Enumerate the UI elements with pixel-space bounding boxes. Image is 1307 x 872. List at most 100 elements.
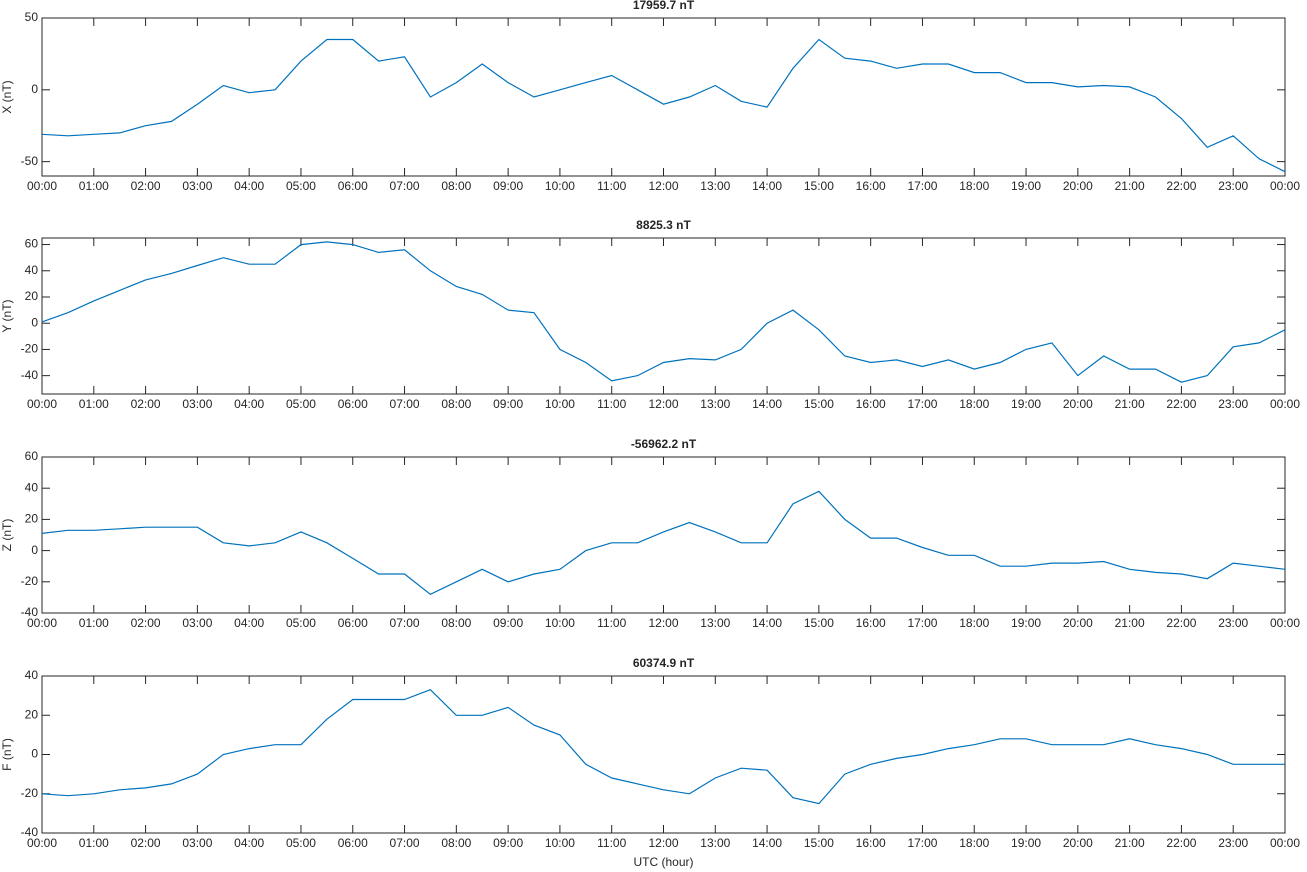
x-tick-label: 04:00 (234, 616, 264, 630)
axes-box (41, 675, 1286, 834)
x-tick-label: 08:00 (441, 616, 471, 630)
x-tick-label: 18:00 (959, 397, 989, 411)
x-tick-label: 21:00 (1115, 179, 1145, 193)
x-tick-label: 19:00 (1011, 397, 1041, 411)
x-tick-label: 19:00 (1011, 836, 1041, 850)
x-tick-label: 03:00 (182, 616, 212, 630)
x-tick-label: 23:00 (1218, 616, 1248, 630)
x-tick-label: 18:00 (959, 836, 989, 850)
x-tick-label: 20:00 (1063, 616, 1093, 630)
x-tick-label: 06:00 (338, 836, 368, 850)
y-tick-label: 40 (25, 263, 39, 277)
panel-title: 17959.7 nT (633, 0, 695, 12)
y-tick-label: 20 (25, 707, 39, 721)
x-tick-label: 15:00 (804, 616, 834, 630)
x-tick-label: 01:00 (79, 836, 109, 850)
x-tick-label: 03:00 (182, 397, 212, 411)
x-tick-label: 05:00 (286, 616, 316, 630)
x-tick-label: 15:00 (804, 179, 834, 193)
x-tick-label: 10:00 (545, 179, 575, 193)
x-tick-label: 03:00 (182, 836, 212, 850)
x-tick-label: 14:00 (752, 836, 782, 850)
x-tick-label: 22:00 (1166, 397, 1196, 411)
x-tick-label: 05:00 (286, 397, 316, 411)
x-tick-label: 01:00 (79, 616, 109, 630)
y-tick-label: 20 (25, 512, 39, 526)
x-tick-label: 00:00 (1270, 616, 1300, 630)
x-tick-label: 16:00 (856, 836, 886, 850)
y-axis-label: Z (nT) (0, 519, 14, 552)
x-tick-label: 00:00 (27, 397, 57, 411)
x-tick-label: 14:00 (752, 397, 782, 411)
x-tick-label: 23:00 (1218, 179, 1248, 193)
x-tick-label: 21:00 (1115, 397, 1145, 411)
x-tick-label: 09:00 (493, 397, 523, 411)
x-axis-label: UTC (hour) (633, 855, 693, 869)
x-tick-label: 14:00 (752, 179, 782, 193)
x-tick-label: 16:00 (856, 179, 886, 193)
x-tick-label: 18:00 (959, 179, 989, 193)
panel-title: 8825.3 nT (636, 218, 691, 232)
y-tick-label: 40 (25, 668, 39, 682)
x-tick-label: 00:00 (1270, 397, 1300, 411)
axes-box (41, 456, 1286, 614)
x-tick-label: 16:00 (856, 397, 886, 411)
y-axis-label: Y (nT) (0, 299, 14, 332)
x-tick-label: 05:00 (286, 836, 316, 850)
x-tick-label: 23:00 (1218, 397, 1248, 411)
x-tick-label: 13:00 (700, 836, 730, 850)
x-tick-label: 00:00 (1270, 836, 1300, 850)
x-tick-label: 22:00 (1166, 836, 1196, 850)
data-line (41, 241, 1286, 383)
x-tick-label: 17:00 (907, 179, 937, 193)
y-tick-label: -40 (21, 825, 39, 839)
x-tick-label: 10:00 (545, 397, 575, 411)
x-tick-label: 12:00 (648, 836, 678, 850)
x-tick-label: 06:00 (338, 397, 368, 411)
x-tick-label: 15:00 (804, 397, 834, 411)
x-tick-label: 10:00 (545, 836, 575, 850)
x-tick-label: 12:00 (648, 179, 678, 193)
x-tick-label: 18:00 (959, 616, 989, 630)
data-line (41, 689, 1285, 805)
axes-box (41, 237, 1286, 395)
x-tick-label: 23:00 (1218, 836, 1248, 850)
x-tick-label: 00:00 (1270, 179, 1300, 193)
y-tick-label: -20 (21, 786, 39, 800)
y-tick-label: -40 (21, 368, 39, 382)
x-tick-label: 11:00 (597, 397, 626, 411)
x-tick-label: 09:00 (493, 179, 523, 193)
y-tick-label: -50 (21, 154, 39, 168)
x-tick-label: 02:00 (131, 397, 161, 411)
x-tick-label: 21:00 (1115, 616, 1145, 630)
y-tick-label: -20 (21, 574, 39, 588)
x-tick-label: 15:00 (804, 836, 834, 850)
y-tick-label: -40 (21, 605, 39, 619)
x-tick-label: 19:00 (1011, 616, 1041, 630)
y-tick-label: 50 (25, 10, 39, 24)
x-tick-label: 22:00 (1166, 179, 1196, 193)
y-tick-label: 40 (25, 480, 39, 494)
x-tick-label: 07:00 (390, 179, 420, 193)
x-tick-label: 22:00 (1166, 616, 1196, 630)
x-tick-label: 00:00 (27, 616, 57, 630)
panel-title: 60374.9 nT (633, 656, 695, 670)
x-tick-label: 06:00 (338, 616, 368, 630)
x-tick-label: 21:00 (1115, 836, 1145, 850)
x-tick-label: 04:00 (234, 179, 264, 193)
panel-title: -56962.2 nT (631, 437, 697, 451)
x-tick-label: 13:00 (700, 397, 730, 411)
x-tick-label: 09:00 (493, 616, 523, 630)
y-axis-label: F (nT) (0, 738, 14, 771)
x-tick-label: 07:00 (390, 397, 420, 411)
x-tick-label: 04:00 (234, 397, 264, 411)
x-tick-label: 01:00 (79, 179, 109, 193)
x-tick-label: 08:00 (441, 397, 471, 411)
x-tick-label: 20:00 (1063, 397, 1093, 411)
y-tick-label: -20 (21, 342, 39, 356)
x-tick-label: 13:00 (700, 179, 730, 193)
data-line (41, 38, 1286, 173)
x-tick-label: 12:00 (648, 616, 678, 630)
